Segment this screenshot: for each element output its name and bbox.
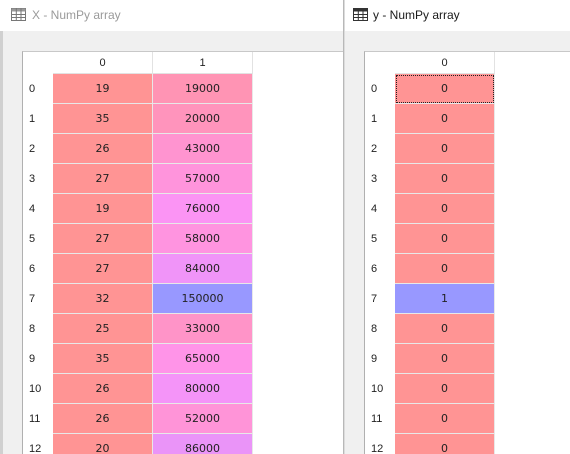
array-cell[interactable]: 0 xyxy=(395,254,495,284)
array-cell[interactable]: 86000 xyxy=(153,434,253,454)
array-cell[interactable]: 27 xyxy=(53,254,153,284)
row-index-label[interactable]: 8 xyxy=(371,323,378,335)
array-cell[interactable]: 26 xyxy=(53,404,153,434)
x-window-title: X - NumPy array xyxy=(32,8,121,22)
y-window-title: y - NumPy array xyxy=(373,8,460,22)
column-header[interactable]: 1 xyxy=(153,52,253,74)
row-index-label[interactable]: 4 xyxy=(29,203,36,215)
array-cell[interactable]: 20 xyxy=(53,434,153,454)
row-index-label[interactable]: 5 xyxy=(371,233,378,245)
row-index-label[interactable]: 10 xyxy=(371,383,384,395)
array-cell[interactable]: 19 xyxy=(53,74,153,104)
array-cell[interactable]: 26 xyxy=(53,134,153,164)
array-cell[interactable]: 52000 xyxy=(153,404,253,434)
array-cell[interactable]: 0 xyxy=(395,374,495,404)
array-cell[interactable]: 27 xyxy=(53,224,153,254)
row-index-label[interactable]: 7 xyxy=(29,293,36,305)
table-grid-icon xyxy=(353,8,368,21)
array-cell[interactable]: 25 xyxy=(53,314,153,344)
row-index-label[interactable]: 10 xyxy=(29,383,42,395)
row-index-label[interactable]: 6 xyxy=(371,263,378,275)
y-window-titlebar[interactable]: y - NumPy array xyxy=(345,0,570,31)
array-cell[interactable]: 33000 xyxy=(153,314,253,344)
array-cell[interactable]: 0 xyxy=(395,104,495,134)
y-array-table[interactable]: 0 0 0 1 0 2 0 3 0 4 0 5 0 6 0 7 1 8 0 9 0 10 0 11 0 12 0 xyxy=(364,51,570,454)
array-cell[interactable]: 0 xyxy=(395,434,495,454)
row-index-label[interactable]: 1 xyxy=(29,113,36,125)
array-cell[interactable]: 76000 xyxy=(153,194,253,224)
row-index-label[interactable]: 2 xyxy=(29,143,36,155)
row-index-label[interactable]: 0 xyxy=(29,83,36,95)
row-index-label[interactable]: 12 xyxy=(29,443,42,454)
array-cell[interactable]: 35 xyxy=(53,104,153,134)
array-cell[interactable]: 27 xyxy=(53,164,153,194)
x-window-titlebar[interactable]: X - NumPy array xyxy=(0,0,343,31)
array-cell[interactable]: 0 xyxy=(395,224,495,254)
array-cell[interactable]: 58000 xyxy=(153,224,253,254)
array-cell[interactable]: 0 xyxy=(395,134,495,164)
array-cell[interactable]: 43000 xyxy=(153,134,253,164)
array-cell[interactable]: 0 xyxy=(395,404,495,434)
row-index-label[interactable]: 0 xyxy=(371,83,378,95)
y-array-window[interactable]: y - NumPy array 0 0 0 1 0 2 0 3 0 4 0 5 0 6 0 7 1 8 0 9 0 10 0… xyxy=(345,0,570,454)
row-index-label[interactable]: 5 xyxy=(29,233,36,245)
row-index-label[interactable]: 3 xyxy=(371,173,378,185)
array-cell[interactable]: 80000 xyxy=(153,374,253,404)
row-index-label[interactable]: 8 xyxy=(29,323,36,335)
row-index-label[interactable]: 6 xyxy=(29,263,36,275)
row-index-label[interactable]: 2 xyxy=(371,143,378,155)
array-cell[interactable]: 35 xyxy=(53,344,153,374)
x-array-window[interactable]: X - NumPy array 0 1 0 19 19000 1 35 20000 2 26 430… xyxy=(0,0,344,454)
row-index-label[interactable]: 1 xyxy=(371,113,378,125)
array-cell[interactable]: 84000 xyxy=(153,254,253,284)
column-header[interactable]: 0 xyxy=(53,52,153,74)
row-index-label[interactable]: 11 xyxy=(371,413,383,425)
array-cell[interactable]: 0 xyxy=(395,314,495,344)
row-index-label[interactable]: 9 xyxy=(29,353,36,365)
array-cell[interactable]: 150000 xyxy=(153,284,253,314)
row-index-label[interactable]: 12 xyxy=(371,443,384,454)
array-cell[interactable]: 26 xyxy=(53,374,153,404)
column-header[interactable]: 0 xyxy=(395,52,495,74)
row-index-label[interactable]: 4 xyxy=(371,203,378,215)
table-grid-icon xyxy=(11,8,26,21)
x-window-left-edge xyxy=(0,31,3,454)
array-cell[interactable]: 0 xyxy=(395,344,495,374)
row-index-label[interactable]: 9 xyxy=(371,353,378,365)
array-cell[interactable]: 19000 xyxy=(153,74,253,104)
row-index-label[interactable]: 3 xyxy=(29,173,36,185)
array-cell[interactable]: 0 xyxy=(395,164,495,194)
x-array-table[interactable]: 0 1 0 19 19000 1 35 20000 2 26 43000 3 27 57000 4 19 760… xyxy=(22,51,343,454)
array-cell[interactable]: 1 xyxy=(395,284,495,314)
array-cell[interactable]: 57000 xyxy=(153,164,253,194)
array-cell[interactable]: 19 xyxy=(53,194,153,224)
row-index-label[interactable]: 11 xyxy=(29,413,41,425)
array-cell[interactable]: 32 xyxy=(53,284,153,314)
array-cell[interactable]: 65000 xyxy=(153,344,253,374)
array-cell[interactable]: 0 xyxy=(395,194,495,224)
row-index-label[interactable]: 7 xyxy=(371,293,378,305)
array-cell[interactable]: 0 xyxy=(395,74,495,104)
array-cell[interactable]: 20000 xyxy=(153,104,253,134)
